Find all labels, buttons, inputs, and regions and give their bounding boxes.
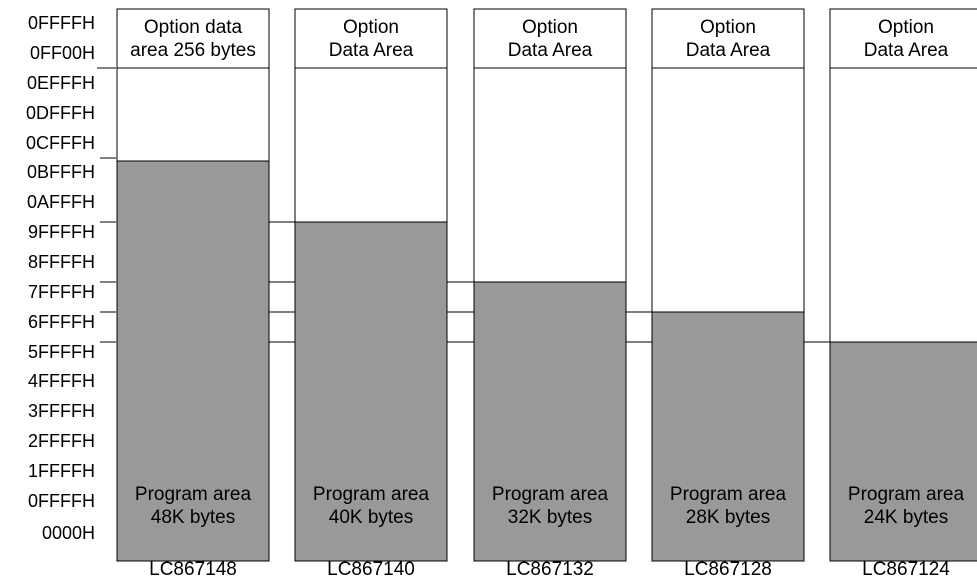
option-area-label: Option: [700, 17, 756, 38]
program-area-label: Program area: [848, 484, 965, 505]
option-area-label: Data Area: [329, 40, 414, 61]
address-label: 2FFFFH: [28, 431, 95, 451]
option-area-label: Data Area: [864, 40, 949, 61]
program-area: [117, 161, 269, 561]
address-label: 0AFFFH: [27, 192, 95, 212]
program-area: [652, 312, 804, 561]
address-label: 5FFFFH: [28, 342, 95, 362]
column-outline: [473, 8, 627, 562]
program-area-label: 40K bytes: [329, 507, 414, 528]
option-area-label: Option: [522, 17, 578, 38]
address-label: 8FFFFH: [28, 252, 95, 272]
column-outline: [829, 8, 977, 562]
program-area-label: 24K bytes: [864, 507, 949, 528]
program-area-label: 28K bytes: [686, 507, 771, 528]
program-area: [474, 282, 626, 561]
program-area-label: Program area: [492, 484, 609, 505]
address-labels: 0FFFFH 0FF00H 0EFFFH 0DFFFH 0CFFFH 0BFFFH 0AFF…: [26, 13, 95, 543]
boundary-lines: [97, 67, 830, 343]
chip-name: LC867148: [149, 559, 237, 577]
address-label: 3FFFFH: [28, 401, 95, 421]
address-label: 7FFFFH: [28, 282, 95, 302]
option-area-label: area 256 bytes: [130, 40, 256, 61]
column-outline: [651, 8, 805, 562]
program-area: [295, 222, 447, 561]
column-outline: [294, 8, 448, 562]
address-label: 0DFFFH: [26, 103, 95, 123]
program-area-label: 32K bytes: [508, 507, 593, 528]
address-label: 0FFFFH: [28, 491, 95, 511]
address-label: 0FFFFH: [28, 13, 95, 33]
address-label: 0FF00H: [30, 43, 95, 63]
address-label: 6FFFFH: [28, 312, 95, 332]
chip-name: LC867128: [684, 559, 772, 577]
option-area-label: Data Area: [686, 40, 771, 61]
address-label: 0CFFFH: [26, 133, 95, 153]
program-area-label: 48K bytes: [151, 507, 236, 528]
chip-name: LC867140: [327, 559, 415, 577]
address-label: 1FFFFH: [28, 461, 95, 481]
program-area-label: Program area: [670, 484, 787, 505]
program-area: [830, 342, 977, 561]
chip-name: LC867132: [506, 559, 594, 577]
column-outline: [116, 8, 270, 562]
option-area-label: Option data: [144, 17, 243, 38]
program-area-label: Program area: [313, 484, 430, 505]
address-label: 0000H: [42, 523, 95, 543]
address-label: 0BFFFH: [27, 162, 95, 182]
address-label: 4FFFFH: [28, 371, 95, 391]
option-area-label: Data Area: [508, 40, 593, 61]
program-area-label: Program area: [135, 484, 252, 505]
chip-name: LC867124: [862, 559, 950, 577]
address-label: 9FFFFH: [28, 222, 95, 242]
option-area-label: Option: [878, 17, 934, 38]
option-area-label: Option: [343, 17, 399, 38]
address-label: 0EFFFH: [27, 73, 95, 93]
